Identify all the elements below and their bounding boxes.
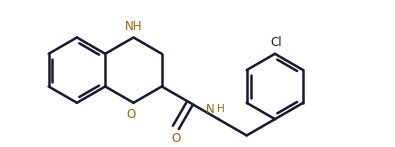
Text: O: O <box>171 132 181 145</box>
Text: N: N <box>206 103 214 116</box>
Text: O: O <box>126 108 135 121</box>
Text: NH: NH <box>125 20 142 33</box>
Text: H: H <box>217 104 225 114</box>
Text: Cl: Cl <box>270 36 282 49</box>
